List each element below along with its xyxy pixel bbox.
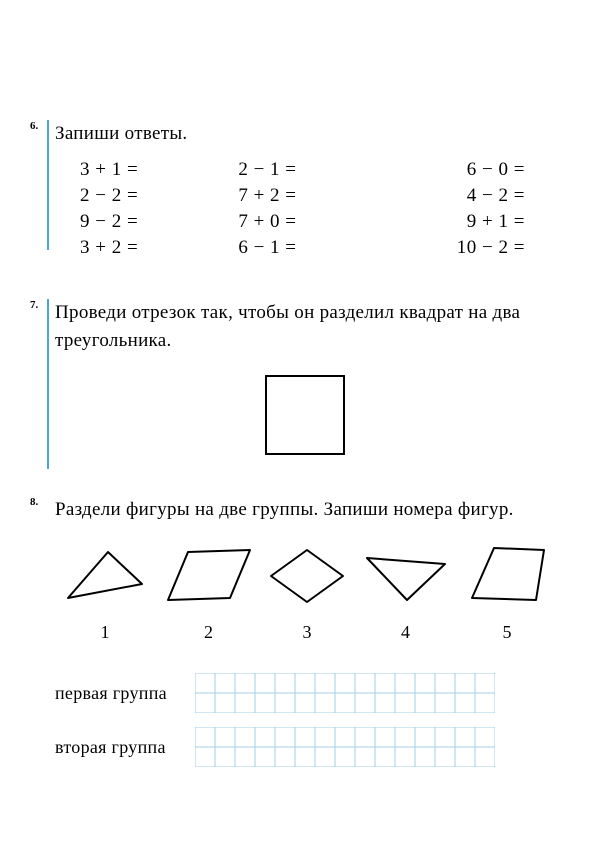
equation: 10 − 2 = <box>397 237 525 259</box>
exercise-prompt: Раздели фигуры на две группы. Запиши ном… <box>55 496 555 525</box>
group-label: первая группа <box>55 683 185 704</box>
shape-label: 4 <box>401 622 410 643</box>
equation: 3 + 1 = <box>80 159 238 181</box>
exercise-number: 7. <box>30 299 38 311</box>
shape-label: 5 <box>503 622 512 643</box>
equation: 9 + 1 = <box>397 211 525 233</box>
equation: 3 + 2 = <box>80 237 238 259</box>
shape-cell-3: 3 <box>267 546 347 643</box>
equation: 7 + 2 = <box>238 185 396 207</box>
equation: 4 − 2 = <box>397 185 525 207</box>
answer-grid[interactable] <box>195 727 555 767</box>
triangle-icon <box>60 546 150 606</box>
trapezoid-icon <box>464 544 550 606</box>
answer-grid[interactable] <box>195 673 555 713</box>
exercise-number: 8. <box>30 496 38 508</box>
shape-cell-1: 1 <box>60 546 150 643</box>
vertical-rule <box>47 299 49 469</box>
exercise-number: 6. <box>30 120 38 132</box>
shape-cell-2: 2 <box>164 544 254 643</box>
shape-cell-4: 4 <box>361 550 451 643</box>
group-label: вторая группа <box>55 737 185 758</box>
group-row-1: первая группа <box>55 673 555 713</box>
equation: 2 − 2 = <box>80 185 238 207</box>
diamond-icon <box>267 546 347 606</box>
equation: 6 − 1 = <box>238 237 396 259</box>
shape-label: 3 <box>303 622 312 643</box>
vertical-rule <box>47 120 49 250</box>
shape-label: 1 <box>101 622 110 643</box>
shape-cell-5: 5 <box>464 544 550 643</box>
exercise-prompt: Проведи отрезок так, чтобы он разделил к… <box>55 299 555 356</box>
group-rows: первая группа вторая группа <box>55 673 555 767</box>
exercise-6: 6. Запиши ответы. 3 + 1 = 2 − 2 = 9 − 2 … <box>55 120 555 259</box>
triangle-icon <box>361 550 451 606</box>
equation: 7 + 0 = <box>238 211 396 233</box>
exercise-8: 8. Раздели фигуры на две группы. Запиши … <box>55 496 555 768</box>
exercise-7: 7. Проведи отрезок так, чтобы он раздели… <box>55 299 555 456</box>
equation: 2 − 1 = <box>238 159 396 181</box>
equations-col-1: 3 + 1 = 2 − 2 = 9 − 2 = 3 + 2 = <box>80 159 238 259</box>
square-area <box>55 374 555 456</box>
shape-label: 2 <box>204 622 213 643</box>
equation: 9 − 2 = <box>80 211 238 233</box>
group-row-2: вторая группа <box>55 727 555 767</box>
rhombus-icon <box>164 544 254 606</box>
equations-grid: 3 + 1 = 2 − 2 = 9 − 2 = 3 + 2 = 2 − 1 = … <box>55 159 555 259</box>
exercise-prompt: Запиши ответы. <box>55 120 555 149</box>
shapes-row: 1 2 3 4 5 <box>55 544 555 643</box>
equations-col-2: 2 − 1 = 7 + 2 = 7 + 0 = 6 − 1 = <box>238 159 396 259</box>
equation: 6 − 0 = <box>397 159 525 181</box>
square-shape <box>264 374 346 456</box>
equations-col-3: 6 − 0 = 4 − 2 = 9 + 1 = 10 − 2 = <box>397 159 555 259</box>
